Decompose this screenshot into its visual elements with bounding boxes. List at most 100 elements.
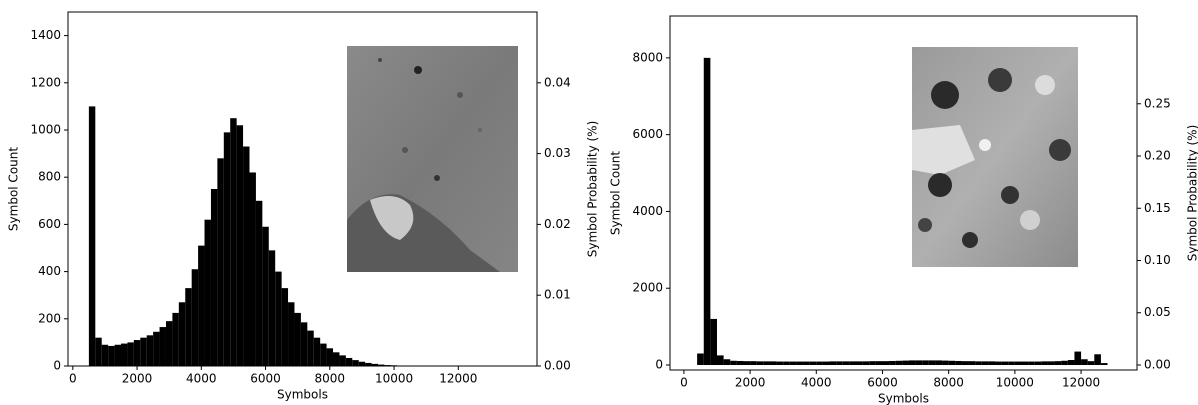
histogram-bar bbox=[737, 361, 744, 365]
y-tick-label: 0 bbox=[53, 359, 61, 373]
histogram-bar bbox=[1035, 362, 1042, 365]
y-axis-label: Symbol Count bbox=[609, 151, 623, 235]
histogram-bar bbox=[333, 352, 339, 366]
histogram-bar bbox=[153, 332, 159, 366]
histogram-bar bbox=[1088, 361, 1095, 365]
histogram-bar bbox=[198, 246, 204, 366]
y2-tick-label: 0.05 bbox=[1144, 305, 1171, 319]
histogram-bar bbox=[327, 348, 333, 366]
histogram-bar bbox=[172, 313, 178, 366]
y2-tick-label: 0.01 bbox=[544, 288, 571, 302]
histogram-bar bbox=[942, 361, 949, 365]
histogram-bar bbox=[922, 360, 929, 365]
histogram-bar bbox=[704, 58, 711, 365]
y2-tick-label: 0.10 bbox=[1144, 253, 1171, 267]
y-tick-label: 800 bbox=[38, 170, 61, 184]
histogram-bar bbox=[929, 360, 936, 365]
y-tick-label: 6000 bbox=[632, 127, 663, 141]
y-tick-label: 600 bbox=[38, 217, 61, 231]
histogram-bar bbox=[256, 201, 262, 366]
inset-image bbox=[347, 46, 518, 272]
x-tick-label: 2000 bbox=[735, 376, 766, 390]
y2-axis-label: Symbol Probability (%) bbox=[586, 121, 600, 258]
histogram-bar bbox=[1101, 363, 1108, 365]
histogram-bar bbox=[288, 302, 294, 366]
x-tick-label: 12000 bbox=[1062, 376, 1100, 390]
y-tick-label: 200 bbox=[38, 311, 61, 325]
x-tick-label: 12000 bbox=[439, 372, 477, 386]
histogram-bar bbox=[902, 361, 909, 365]
histogram-bar bbox=[697, 353, 704, 365]
histogram-bar bbox=[869, 361, 876, 365]
histogram-bar bbox=[882, 361, 889, 365]
histogram-bar bbox=[935, 360, 942, 365]
x-tick-label: 6000 bbox=[250, 372, 281, 386]
histogram-bar bbox=[803, 362, 810, 365]
histogram-bar bbox=[823, 362, 830, 365]
histogram-bar bbox=[889, 361, 896, 365]
histogram-bar bbox=[102, 345, 108, 366]
histogram-bar bbox=[982, 361, 989, 365]
histogram-bar bbox=[211, 189, 217, 366]
histogram-bar bbox=[724, 359, 731, 365]
histogram-bar bbox=[1068, 360, 1075, 365]
histogram-bar bbox=[896, 361, 903, 365]
histogram-bar bbox=[115, 345, 121, 366]
x-tick-label: 10000 bbox=[375, 372, 413, 386]
y2-tick-label: 0.02 bbox=[544, 217, 571, 231]
histogram-bar bbox=[121, 344, 127, 366]
x-axis-label: Symbols bbox=[878, 392, 929, 405]
x-tick-label: 2000 bbox=[122, 372, 153, 386]
histogram-bar bbox=[790, 362, 797, 365]
histogram-bar bbox=[314, 338, 320, 366]
histogram-bar bbox=[750, 361, 757, 365]
histogram-bar bbox=[777, 362, 784, 365]
histogram-bar bbox=[108, 346, 114, 366]
x-tick-label: 6000 bbox=[867, 376, 898, 390]
histogram-bar bbox=[1008, 362, 1015, 365]
histogram-bar bbox=[339, 355, 345, 366]
histogram-bar bbox=[217, 158, 223, 366]
y-tick-label: 1200 bbox=[30, 75, 61, 89]
x-tick-label: 0 bbox=[680, 376, 688, 390]
histogram-bar bbox=[1002, 362, 1009, 365]
histogram-bar bbox=[916, 360, 923, 365]
histogram-bar bbox=[127, 342, 133, 366]
histogram-bar bbox=[275, 272, 281, 366]
histogram-bar bbox=[876, 361, 883, 365]
histogram-bar bbox=[969, 361, 976, 365]
histogram-bar bbox=[1094, 354, 1101, 365]
x-tick-label: 4000 bbox=[186, 372, 217, 386]
histogram-bar bbox=[237, 125, 243, 366]
histogram-bar bbox=[166, 321, 172, 366]
y-tick-label: 8000 bbox=[632, 50, 663, 64]
y-tick-label: 0 bbox=[655, 358, 663, 372]
histogram-bar bbox=[89, 106, 95, 366]
y-tick-label: 1000 bbox=[30, 123, 61, 137]
histogram-bar bbox=[975, 361, 982, 365]
histogram-bar bbox=[185, 288, 191, 366]
histogram-bar bbox=[320, 344, 326, 366]
y-tick-label: 400 bbox=[38, 264, 61, 278]
histogram-bar bbox=[763, 361, 770, 365]
histogram-bar bbox=[1028, 362, 1035, 365]
histogram-bar bbox=[230, 118, 236, 366]
histogram-bar bbox=[1061, 361, 1068, 365]
histogram-bar bbox=[262, 227, 268, 366]
histogram-bar bbox=[730, 361, 737, 365]
histogram-bar bbox=[816, 362, 823, 365]
x-tick-label: 8000 bbox=[933, 376, 964, 390]
histogram-bar bbox=[269, 250, 275, 366]
histogram-bar bbox=[1041, 361, 1048, 365]
page: {"chart_data": [ {"type": "histogram", "… bbox=[0, 0, 1198, 405]
histogram-bar bbox=[192, 269, 198, 366]
histogram-bar bbox=[995, 362, 1002, 365]
y-tick-label: 1400 bbox=[30, 28, 61, 42]
histogram-bar bbox=[179, 302, 185, 366]
y2-tick-label: 0.00 bbox=[544, 359, 571, 373]
histogram-bar bbox=[843, 361, 850, 365]
histogram-bar bbox=[243, 147, 249, 366]
histogram-bar bbox=[909, 360, 916, 365]
histogram-bar bbox=[830, 361, 837, 365]
x-tick-label: 0 bbox=[69, 372, 77, 386]
